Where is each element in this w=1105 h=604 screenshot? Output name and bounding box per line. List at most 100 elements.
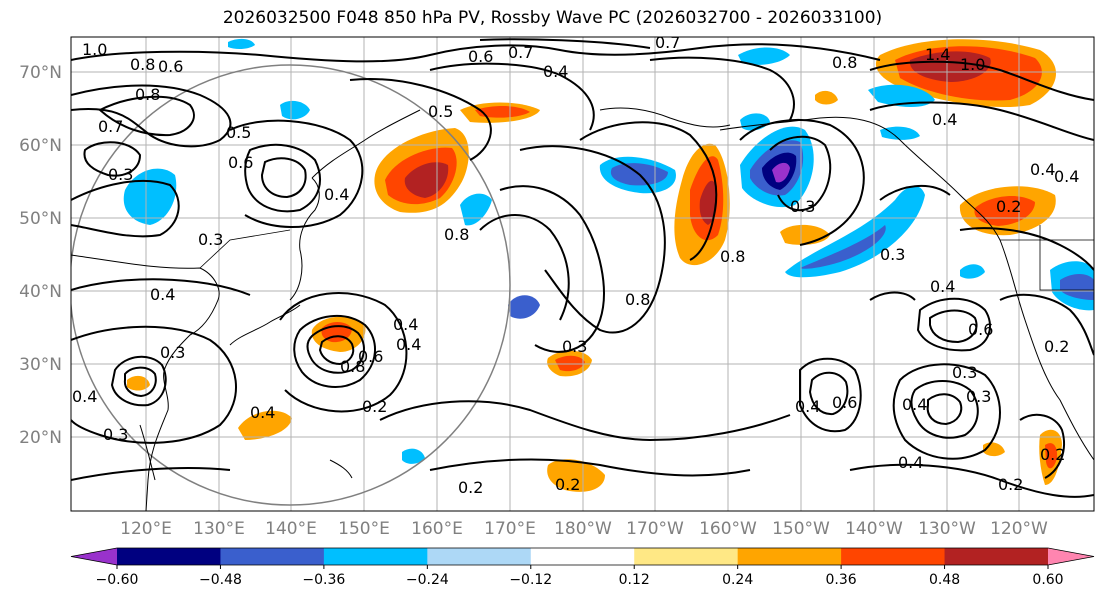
map-border [70,36,1095,512]
negative-anomaly-patch [738,47,790,65]
positive-anomaly-patch [909,51,991,82]
positive-anomaly-patch [815,90,838,105]
colorbar-tick-label: 0.24 [722,572,753,588]
contour-label: 0.6 [468,47,493,66]
contour-label: 0.6 [832,393,857,412]
positive-anomaly-patch [1045,443,1058,469]
lat-label: 20°N [19,428,62,448]
contour-label: 0.3 [108,165,133,184]
contour-label: 0.2 [996,197,1021,216]
latitude-labels: 70°N 60°N 50°N 40°N 30°N 20°N [19,63,62,448]
contour-label: 0.8 [135,85,160,104]
colorbar-tick-label: 0.12 [619,572,650,588]
colorbar-tick-label: 0.60 [1032,572,1063,588]
contour-label: 0.4 [795,397,820,416]
lon-label: 150°E [338,519,390,539]
contour-label: 0.4 [898,453,923,472]
contour-label: 0.3 [952,363,977,382]
contour-label: 0.2 [1040,445,1065,464]
lon-label: 130°W [918,519,976,539]
lon-label: 140°W [845,519,903,539]
negative-anomaly-patch [280,100,310,120]
contour-label: 0.4 [1030,160,1055,179]
negative-anomaly-patch [508,295,540,319]
region-circle [71,64,511,506]
contour-label: 0.4 [250,403,275,422]
lon-label: 120°E [120,519,172,539]
contour-label: 0.7 [508,43,533,62]
contour-label: 0.4 [324,185,349,204]
negative-anomaly-patch [880,126,920,140]
contour-label: 0.2 [998,475,1023,494]
lon-label: 170°W [626,519,684,539]
contour-label: 0.6 [228,153,253,172]
colorbar-ticks: −0.60 −0.48 −0.36 −0.24 −0.12 0.12 0.24 0.36 0.4… [96,565,1064,588]
colorbar-segment [737,548,842,565]
negative-anomaly-patch [868,84,935,107]
contour-label: 0.4 [930,277,955,296]
lat-label: 30°N [19,355,62,375]
lon-label: 170°E [484,519,536,539]
positive-anomaly-patch [127,375,150,391]
contour-label: 0.7 [98,117,123,136]
contour-label: 0.4 [902,395,927,414]
positive-anomaly-patch [974,196,1035,226]
contour-label: 0.3 [790,197,815,216]
contour-label: 0.8 [444,225,469,244]
negative-anomaly-patch [228,38,255,50]
contour-label: 0.2 [555,475,580,494]
contour-label: 0.8 [720,247,745,266]
negative-anomaly-patch [1060,274,1094,300]
colorbar-tick-label: 0.36 [826,572,857,588]
colorbar-extend-min [71,548,117,565]
negative-anomaly-patch [800,225,886,269]
lat-label: 40°N [19,282,62,302]
colorbar-tick-label: −0.12 [509,572,552,588]
positive-anomaly-patch [238,410,292,440]
contour-label: 1.0 [82,40,107,59]
colorbar [70,547,1095,566]
lon-label: 120°W [990,519,1048,539]
colorbar-segment [634,548,739,565]
colorbar-segment [323,548,428,565]
colorbar-segment [117,548,221,565]
negative-anomaly-patch [785,185,925,278]
negative-anomaly-patch [960,264,985,279]
positive-anomaly-patch [547,459,605,492]
colorbar-segment [944,548,1049,565]
lat-label: 70°N [19,63,62,83]
contour-label: 0.3 [103,425,128,444]
positive-anomaly-patch [555,355,585,372]
contour-label: 0.4 [150,285,175,304]
contour-label: 0.3 [198,230,223,249]
lon-label: 160°E [411,519,463,539]
colorbar-tick-label: −0.48 [199,572,242,588]
lon-label: 180°W [554,519,612,539]
colorbar-extend-max [1048,548,1094,565]
contour-label: 0.5 [226,123,251,142]
contour-label: 0.8 [625,290,650,309]
contour-label: 0.8 [340,357,365,376]
contour-label: 0.6 [968,320,993,339]
colorbar-tick-label: −0.60 [96,572,139,588]
contour-label: 0.3 [160,343,185,362]
colorbar-segment [530,548,635,565]
colorbar-tick-label: −0.24 [406,572,449,588]
positive-anomaly-patch [699,180,718,225]
longitude-labels: 120°E 130°E 140°E 150°E 160°E 170°E 180°… [120,519,1048,539]
contour-label: 0.2 [362,397,387,416]
lon-label: 150°W [772,519,830,539]
pv-contours [71,38,1094,498]
contour-label: 1.0 [960,55,985,74]
negative-anomaly-patch [460,193,492,226]
contour-label: 0.6 [358,347,383,366]
contour-label: 0.2 [1044,337,1069,356]
contour-label: 0.8 [130,55,155,74]
contour-label: 0.4 [1054,167,1079,186]
positive-anomaly-patch [475,106,530,118]
contour-label: 0.3 [880,245,905,264]
contour-label: 0.5 [428,102,453,121]
colorbar-segment [220,548,325,565]
negative-anomaly-patch [772,162,790,183]
lat-label: 50°N [19,209,62,229]
